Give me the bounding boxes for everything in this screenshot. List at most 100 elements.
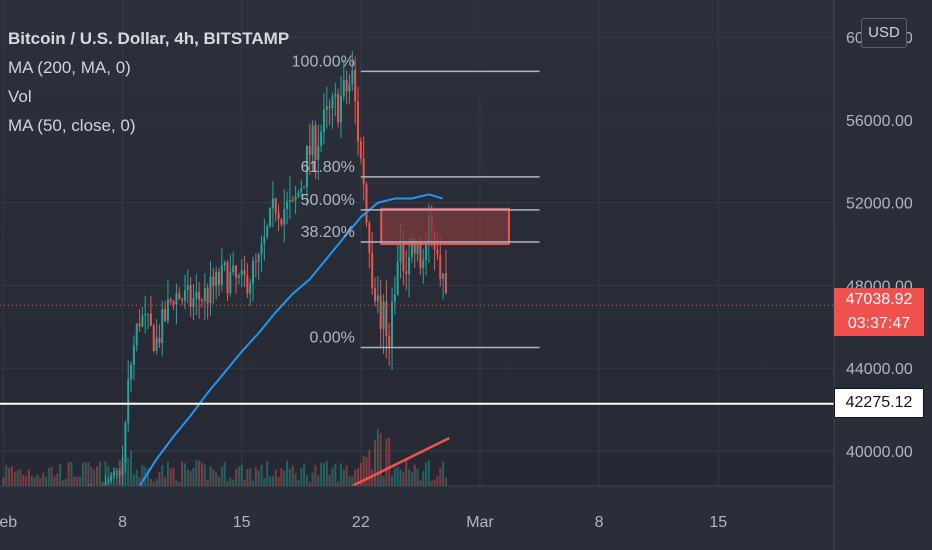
candle-body [280,219,283,225]
candle-body [425,242,428,260]
volume-bar [59,463,62,486]
volume-bar [229,477,232,486]
volume-bar [209,466,212,486]
candle-body [288,200,291,202]
volume-bar [155,479,158,486]
candle-body [195,291,198,299]
time-tick-label: 15 [709,514,727,531]
candle-body [339,96,342,123]
candle-body [240,270,243,276]
candle-body [172,301,175,305]
volume-bar [161,464,164,486]
candle-body [166,299,169,321]
volume-bar [331,467,334,486]
candle-body [200,299,203,302]
volume-bar [13,471,16,486]
volume-bar [16,470,19,486]
volume-bar [246,469,249,486]
candle-body [113,472,116,476]
candle-body [396,261,399,295]
candle-body [254,261,257,263]
time-axis-bg [0,486,834,550]
volume-bar [67,461,70,486]
volume-bar [2,477,5,486]
volume-bar [422,470,425,486]
volume-bar [217,476,220,486]
volume-bar [339,463,342,486]
fibonacci-retracement: 100.00% 61.80% 50.00% 38.20% 0.00% [292,53,540,349]
candle-body [305,146,308,188]
candle-body [345,80,348,92]
volume-bar [192,468,195,486]
volume-bar [436,476,439,486]
candle-body [354,70,357,102]
volume-bar [70,462,73,486]
volume-trendline [351,436,450,488]
candle-body [186,285,189,291]
currency-button[interactable]: USD [861,18,907,48]
candle-body [203,288,206,302]
volume-bar [237,466,240,486]
volume-bar [8,468,11,486]
candle-body [149,313,152,326]
volume-bar [135,470,138,486]
candle-body [169,299,172,302]
volume-bar [442,461,445,486]
volume-bar [410,472,413,486]
indicator-ma50[interactable]: MA (50, close, 0) [8,116,136,135]
volume-bar [300,467,303,486]
fib-level-label: 50.00% [301,192,355,209]
indicator-ma200[interactable]: MA (200, MA, 0) [8,58,131,77]
volume-bar [371,469,374,486]
volume-bar [90,467,93,486]
volume-bar [152,481,155,486]
candle-body [399,244,402,262]
price-tick-label: 44000.00 [846,361,913,378]
volume-bar [271,475,274,486]
candle-body [181,299,184,301]
candle-body [416,243,419,254]
candle-body [303,187,306,189]
price-tick-label: 56000.00 [846,113,913,130]
volume-bar [286,460,289,486]
candle-body [351,70,354,84]
volume-bars [2,428,447,486]
volume-bar [413,464,416,486]
volume-bar [138,476,141,486]
volume-bar [175,480,178,486]
candle-body [127,379,130,423]
volume-bar [42,472,45,486]
volume-bar [25,475,28,486]
symbol-title[interactable]: Bitcoin / U.S. Dollar, 4h, BITSTAMP [8,29,290,48]
volume-bar [379,433,382,486]
candle-body [382,301,385,330]
volume-bar [303,463,306,486]
candle-body [175,293,178,305]
volume-bar [385,438,388,486]
time-tick-label: Feb [0,514,17,531]
volume-bar [47,468,50,486]
candle-body [410,238,413,258]
indicator-volume[interactable]: Vol [8,87,32,106]
candle-body [212,276,215,287]
marked-level-label: 42275.12 [834,388,924,418]
resistance-zone-rect [380,207,510,246]
volume-bar [356,468,359,486]
candle-body [300,188,303,193]
candle-body [132,345,135,365]
candle-body [311,125,314,156]
volume-bar [274,469,277,486]
volume-bar [10,466,13,486]
volume-bar [365,457,368,486]
volume-bar [328,474,331,486]
candle-body [118,470,121,476]
volume-bar [104,461,107,486]
volume-bar [317,475,320,486]
candle-body [376,295,379,302]
volume-bar [115,472,118,486]
volume-bar [391,475,394,486]
volume-bar [212,469,215,486]
time-tick-label: 15 [233,514,251,531]
candle-body [442,273,445,279]
